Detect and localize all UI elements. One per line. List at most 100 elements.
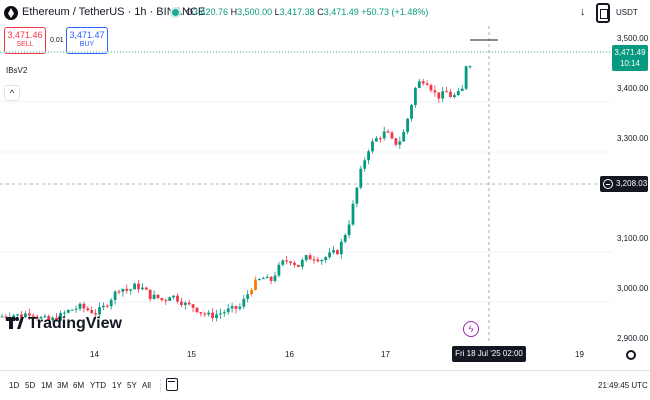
- candle-body-110: [425, 83, 429, 86]
- candle-body-23: [86, 308, 90, 311]
- ohlc-close-value: 3,471.49: [323, 7, 359, 17]
- range-3m-button[interactable]: 3M: [57, 381, 69, 390]
- time-label-16: 16: [285, 350, 294, 359]
- candle-body-44: [168, 297, 172, 301]
- price-label-3300: 3,300.00: [617, 134, 649, 143]
- candle-body-7: [24, 313, 27, 318]
- candle-body-47: [180, 301, 183, 305]
- range-1d-button[interactable]: 1D: [9, 381, 20, 390]
- lightning-icon[interactable]: ϟ: [463, 321, 479, 337]
- tradingview-watermark: TradingView: [6, 315, 122, 333]
- candle-body-21: [78, 303, 82, 309]
- bottom-toolbar: 1D 5D 1M 3M 6M YTD 1Y 5Y All 21:49:45 UT…: [0, 370, 650, 400]
- candle-body-67: [258, 279, 261, 281]
- range-all-button[interactable]: All: [142, 381, 151, 390]
- candle-body-28: [105, 305, 109, 307]
- range-5d-button[interactable]: 5D: [25, 381, 36, 390]
- market-open-indicator: [172, 9, 179, 16]
- candle-body-38: [144, 287, 148, 290]
- candle-body-82: [316, 259, 320, 262]
- candle-body-24: [90, 310, 94, 314]
- last-price-tag: 3,471.49 10:14: [612, 45, 648, 71]
- candle-body-56: [215, 314, 218, 319]
- calendar-icon[interactable]: [166, 378, 178, 391]
- crosshair-price-value: 3,208.03: [616, 179, 648, 188]
- candle-body-5: [16, 314, 19, 316]
- candle-body-115: [445, 91, 448, 93]
- candle-body-43: [164, 300, 168, 302]
- candle-body-117: [453, 95, 456, 98]
- buy-price: 3,471.47: [69, 30, 105, 40]
- candle-body-57: [219, 313, 222, 315]
- collapse-indicators-button[interactable]: ^: [4, 85, 20, 101]
- time-label-17: 17: [381, 350, 390, 359]
- candle-body-99: [382, 131, 386, 139]
- candle-body-119: [460, 88, 464, 92]
- candle-body-45: [172, 295, 175, 298]
- range-5y-button[interactable]: 5Y: [127, 381, 137, 390]
- candle-body-104: [402, 131, 406, 142]
- candle-body-118: [456, 91, 460, 96]
- candle-body-73: [281, 260, 285, 265]
- candle-body-12: [43, 316, 47, 318]
- candle-body-78: [300, 260, 304, 267]
- settings-gear-icon[interactable]: [626, 350, 636, 360]
- candle-body-114: [441, 91, 445, 99]
- candle-body-113: [437, 92, 441, 99]
- candle-body-4: [12, 315, 16, 318]
- candle-body-32: [121, 288, 125, 292]
- range-1y-button[interactable]: 1Y: [112, 381, 122, 390]
- candle-body-120: [464, 66, 468, 89]
- compare-icon[interactable]: [596, 3, 610, 23]
- price-chart[interactable]: [0, 26, 650, 344]
- candle-body-27: [102, 305, 105, 308]
- buy-button[interactable]: 3,471.47 BUY: [66, 27, 108, 54]
- time-label-15: 15: [187, 350, 196, 359]
- candle-body-70: [269, 276, 273, 281]
- candle-body-60: [230, 306, 234, 309]
- candle-body-51: [195, 307, 199, 313]
- range-6m-button[interactable]: 6M: [73, 381, 85, 390]
- sell-button[interactable]: 3,471.46 SELL: [4, 27, 46, 54]
- ethereum-icon: [4, 6, 18, 20]
- minus-circle-icon[interactable]: [603, 179, 613, 189]
- sell-price: 3,471.46: [7, 30, 43, 40]
- candle-body-1: [0, 316, 4, 318]
- candle-body-91: [351, 203, 355, 225]
- candle-body-59: [226, 308, 230, 313]
- candle-body-52: [199, 312, 203, 314]
- candle-body-66: [254, 279, 257, 290]
- candle-body-84: [324, 257, 328, 261]
- ohlc-low-key: L: [274, 7, 280, 17]
- candles: [0, 64, 472, 323]
- bar-countdown: 10:14: [619, 59, 641, 68]
- scroll-down-arrow-icon[interactable]: ↓: [580, 6, 586, 18]
- candle-body-61: [234, 306, 238, 309]
- currency-label[interactable]: USDT: [616, 8, 638, 17]
- candle-body-25: [94, 313, 97, 315]
- candle-body-90: [347, 224, 351, 236]
- crosshair-price-tag[interactable]: 3,208.03: [600, 176, 648, 192]
- price-label-3400: 3,400.00: [617, 84, 649, 93]
- watermark-text: TradingView: [28, 315, 122, 332]
- indicator-name[interactable]: IBsV2: [6, 66, 28, 75]
- ohlc-high-key: H: [230, 7, 238, 17]
- candle-body-94: [363, 160, 367, 169]
- symbol-title[interactable]: Ethereum / TetherUS · 1h · BINANCE: [22, 6, 206, 18]
- candle-body-87: [336, 250, 339, 255]
- candle-body-6: [20, 314, 23, 318]
- candle-body-14: [51, 317, 55, 321]
- candle-body-39: [148, 289, 152, 299]
- utc-clock[interactable]: 21:49:45 UTC: [598, 381, 648, 390]
- time-label-19: 19: [575, 350, 584, 359]
- price-label-3100: 3,100.00: [617, 234, 649, 243]
- price-label-3500: 3,500.00: [617, 34, 649, 43]
- candle-body-65: [250, 289, 253, 295]
- candle-body-17: [63, 312, 66, 314]
- range-1m-button[interactable]: 1M: [41, 381, 53, 390]
- candle-body-41: [156, 294, 160, 299]
- range-ytd-button[interactable]: YTD: [90, 381, 106, 390]
- candle-body-76: [293, 262, 296, 265]
- candle-body-109: [421, 81, 425, 84]
- candle-body-97: [375, 138, 378, 142]
